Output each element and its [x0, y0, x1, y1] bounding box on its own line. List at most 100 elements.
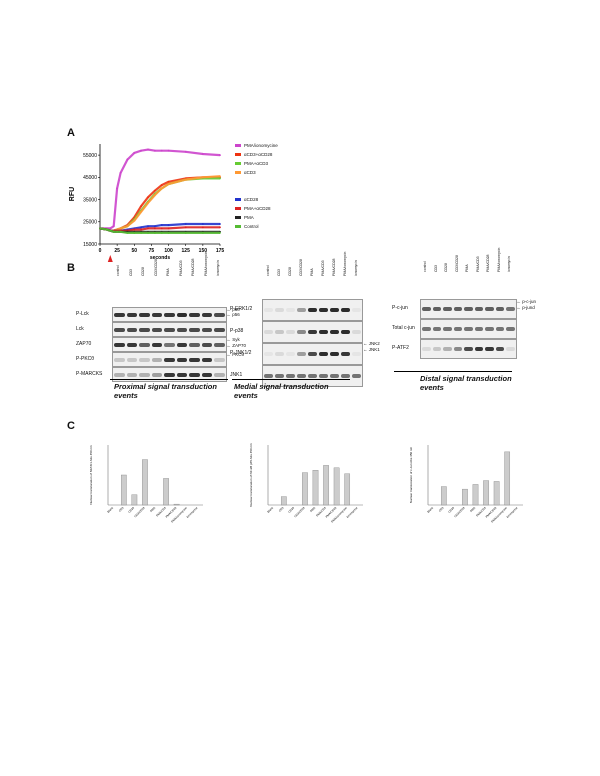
blot-band [151, 342, 162, 347]
series-point [219, 231, 221, 234]
legend-entry: Control [235, 224, 259, 229]
blot-band [264, 330, 273, 334]
bar [483, 480, 489, 506]
blot-strip [420, 299, 517, 319]
blot-band [139, 357, 150, 362]
blot-row-label: P-MARCKS [76, 370, 103, 377]
series-point [105, 228, 108, 231]
series-point [167, 183, 170, 185]
blot-band [139, 312, 150, 317]
bar [344, 473, 351, 506]
blot-band [214, 312, 225, 317]
legend-label: αCD3 [244, 170, 256, 175]
legend-entry: αCD3+αCD28 [235, 152, 272, 157]
y-tick-label: 15000 [83, 242, 97, 248]
blot-band [201, 327, 212, 332]
blot-marker: ← ZAP70 [226, 343, 247, 348]
x-tick-label: CD3 [438, 506, 445, 513]
series-point [167, 224, 170, 227]
blot-band [474, 347, 483, 351]
blot-row-label: P-p38 [230, 328, 244, 334]
series-point [184, 231, 187, 234]
series-point [201, 153, 204, 155]
blot-marker: ← p60 [226, 307, 240, 312]
lane-label: PMA/CD28 [486, 254, 491, 272]
legend-entry: PMA+αCD28 [235, 206, 271, 211]
lane-label: control [423, 261, 428, 272]
legend-swatch [235, 171, 241, 175]
blot-band [214, 357, 225, 362]
blot-band [474, 307, 483, 311]
bar [472, 484, 479, 506]
series-point [133, 228, 136, 231]
series-point [160, 149, 163, 152]
series-point [140, 228, 143, 231]
legend-entry: αCD28 [235, 197, 258, 202]
series-point [126, 231, 129, 234]
blot-band [114, 312, 125, 317]
bar [120, 474, 127, 506]
blot-band [264, 308, 273, 312]
legend-entry: PMA+αCD3 [235, 161, 268, 166]
blot-marker: ← p-c-jun [516, 299, 537, 304]
bar [131, 494, 138, 506]
series-point [126, 158, 129, 161]
blot-band [422, 307, 431, 311]
series-point [160, 224, 163, 227]
blot-band [176, 372, 187, 377]
lane-label: CD3 [276, 268, 281, 276]
blot-band [286, 308, 295, 312]
blot-band [201, 372, 212, 377]
blot-band [114, 357, 125, 362]
blot-row-label: P-PKCθ [76, 355, 95, 362]
section-divider [110, 379, 228, 380]
x-tick-label: Ionomycine [505, 506, 518, 519]
blot-strip [262, 321, 363, 343]
blot-band [432, 307, 441, 311]
series-point [167, 227, 170, 230]
blot-band [297, 374, 306, 378]
y-tick-label: 55000 [83, 153, 97, 159]
series-point [147, 201, 149, 204]
blot-marker: ← JNK1 [363, 347, 380, 352]
blot-band [275, 308, 284, 312]
lane-label: ionomycin [507, 256, 512, 272]
blot-band [201, 342, 212, 347]
blot-band [352, 330, 361, 334]
blot-band [164, 327, 175, 332]
blot-band [485, 347, 494, 351]
series-point [167, 180, 170, 183]
series-line [100, 148, 221, 230]
x-tick-label: PMA [149, 506, 156, 513]
bar [440, 486, 447, 506]
blot-strip [112, 352, 227, 367]
legend-label: PMA [244, 215, 254, 220]
blot-band [422, 347, 431, 351]
section-title: Medial signal transduction events [234, 382, 329, 400]
series-point [140, 231, 143, 234]
blot-band [297, 352, 306, 356]
blot-band [286, 352, 295, 356]
series-point [201, 176, 204, 179]
lane-label: ionomycin [216, 260, 221, 276]
blot-row-label: Total c-jun [392, 325, 415, 331]
series-point [116, 230, 119, 233]
blot-band [485, 327, 494, 331]
legend-label: PMA+αCD3 [244, 161, 268, 166]
series-point [109, 227, 112, 230]
blot-band [176, 312, 187, 317]
blot-strip [420, 339, 517, 359]
legend-swatch [235, 144, 241, 148]
blot-band [164, 312, 175, 317]
x-tick-label: CD28 [287, 506, 295, 514]
y-axis-label: Nuclear translocation of NFATc1 Abs 450 … [89, 445, 93, 505]
lane-label: CD28 [444, 263, 449, 272]
x-tick-label: CD28 [447, 506, 455, 514]
blot-band [214, 327, 225, 332]
lane-label: PMA/ionomycin [342, 251, 347, 276]
blot-band [214, 342, 225, 347]
blot-band [297, 308, 306, 312]
series-point [153, 227, 156, 230]
legend-label: PMA+αCD28 [244, 206, 271, 211]
